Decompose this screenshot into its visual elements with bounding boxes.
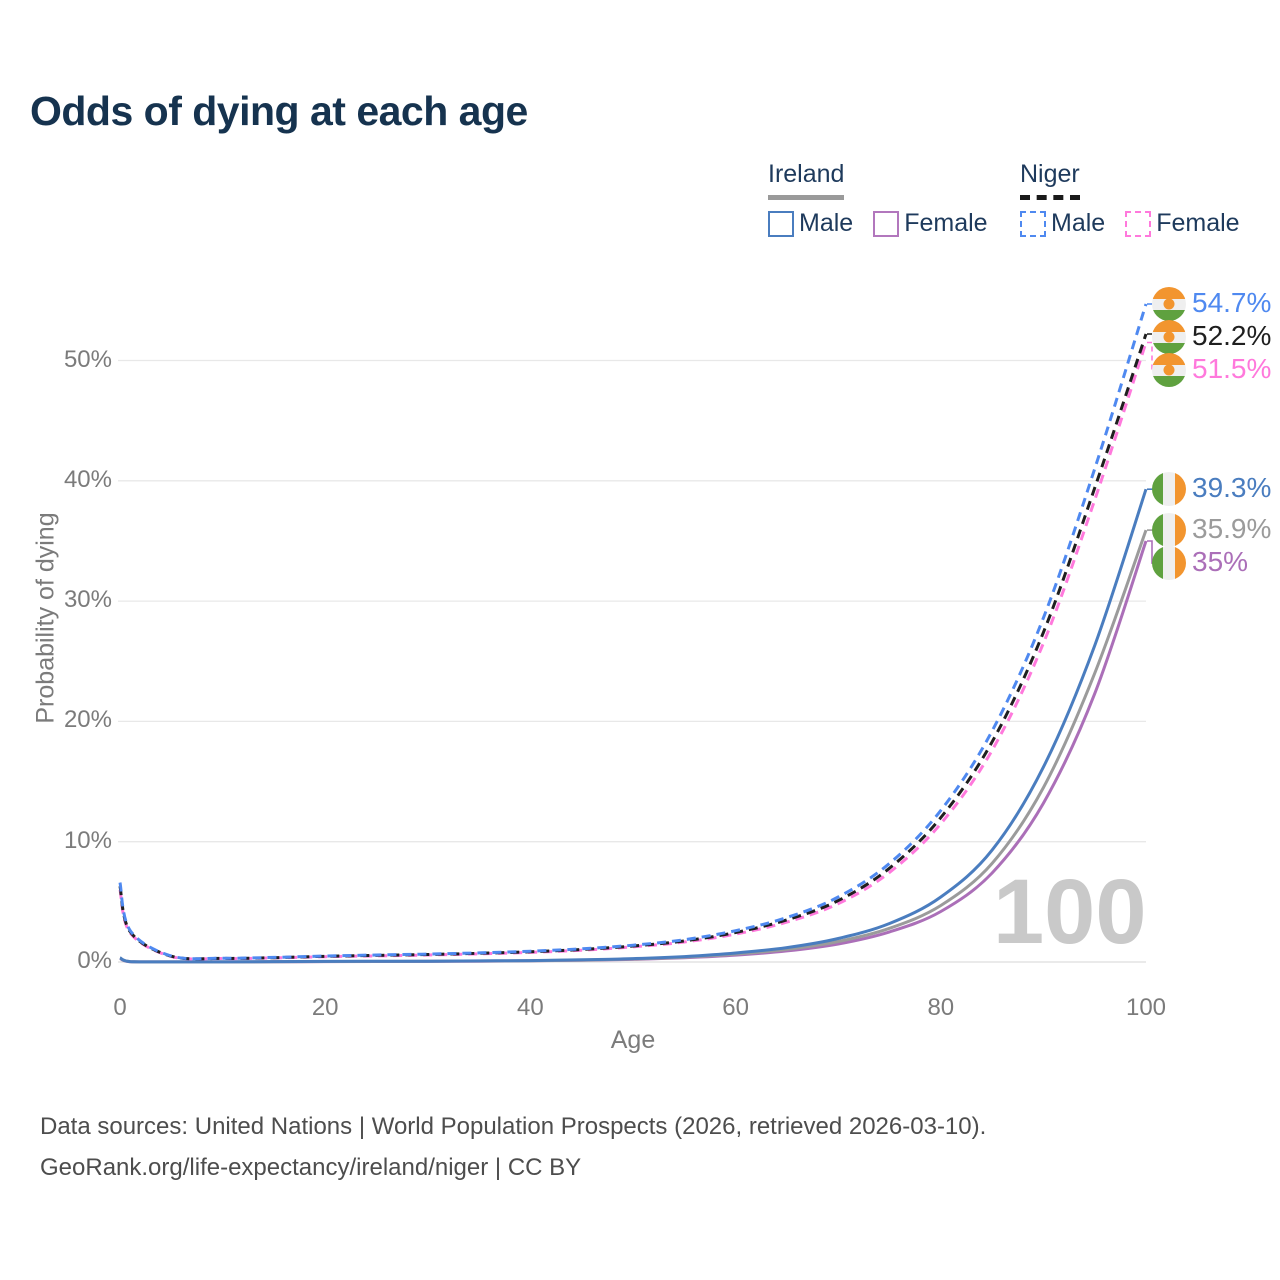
end-label-ireland-both-sexes: 35.9%: [1192, 513, 1272, 545]
footer: Data sources: United Nations | World Pop…: [40, 1106, 986, 1188]
chart-title: Odds of dying at each age: [30, 88, 528, 134]
series-line-niger-female[interactable]: [118, 342, 1148, 961]
y-axis-title: Probability of dying: [31, 512, 60, 724]
legend-label-niger-male[interactable]: Male: [1051, 209, 1106, 237]
x-tick-label-20: 20: [311, 994, 339, 1021]
series-line-ireland-male[interactable]: [119, 488, 1148, 964]
age-watermark: 100: [993, 861, 1147, 963]
legend-swatch-niger-male[interactable]: [1020, 210, 1046, 237]
end-label-ireland-male: 39.3%: [1192, 472, 1272, 504]
legend-country-ireland[interactable]: Ireland: [768, 160, 845, 200]
niger-flag-icon: [1152, 352, 1186, 387]
x-tick-label-80: 80: [927, 994, 955, 1021]
x-tick-label-100: 100: [1125, 994, 1167, 1021]
y-tick-label-40: 40%: [63, 465, 112, 493]
ireland-flag-icon: [1152, 546, 1186, 581]
legend-swatch-ireland-male[interactable]: [768, 210, 794, 237]
ireland-flag-icon: [1152, 472, 1186, 507]
legend-label-ireland-male[interactable]: Male: [799, 209, 854, 237]
ireland-flag-icon: [1152, 513, 1186, 548]
footer-data-sources: Data sources: United Nations | World Pop…: [40, 1113, 987, 1140]
end-label-connector-niger-female: [1147, 341, 1157, 371]
x-tick-label-0: 0: [113, 994, 127, 1021]
end-label-ireland-female: 35%: [1192, 546, 1249, 578]
legend-country-niger[interactable]: Niger: [1020, 160, 1080, 200]
y-tick-label-50: 50%: [63, 345, 112, 373]
x-tick-label-40: 40: [517, 994, 544, 1021]
x-axis-title: Age: [610, 1026, 656, 1054]
legend-swatch-niger-female[interactable]: [1125, 210, 1152, 237]
legend-label-niger-female[interactable]: Female: [1156, 209, 1240, 237]
y-tick-label-0: 0%: [77, 947, 112, 974]
y-tick-label-10: 10%: [63, 826, 112, 854]
niger-flag-icon: [1152, 319, 1186, 354]
legend-group-niger: Niger Male Female: [1020, 160, 1260, 238]
legend-swatch-ireland-female[interactable]: [873, 210, 900, 237]
legend-label-ireland-female[interactable]: Female: [904, 209, 988, 237]
y-tick-label-30: 30%: [63, 586, 112, 614]
end-label-niger-male: 54.7%: [1192, 286, 1272, 318]
niger-flag-icon: [1152, 286, 1186, 321]
x-tick-label-60: 60: [722, 994, 749, 1021]
y-tick-label-20: 20%: [63, 706, 112, 734]
end-label-niger-female: 51.5%: [1192, 352, 1272, 384]
end-label-niger-both-sexes: 52.2%: [1192, 319, 1272, 351]
legend-group-ireland: Ireland Male Female: [768, 160, 1008, 238]
footer-attribution: GeoRank.org/life-expectancy/ireland/nige…: [40, 1154, 582, 1181]
